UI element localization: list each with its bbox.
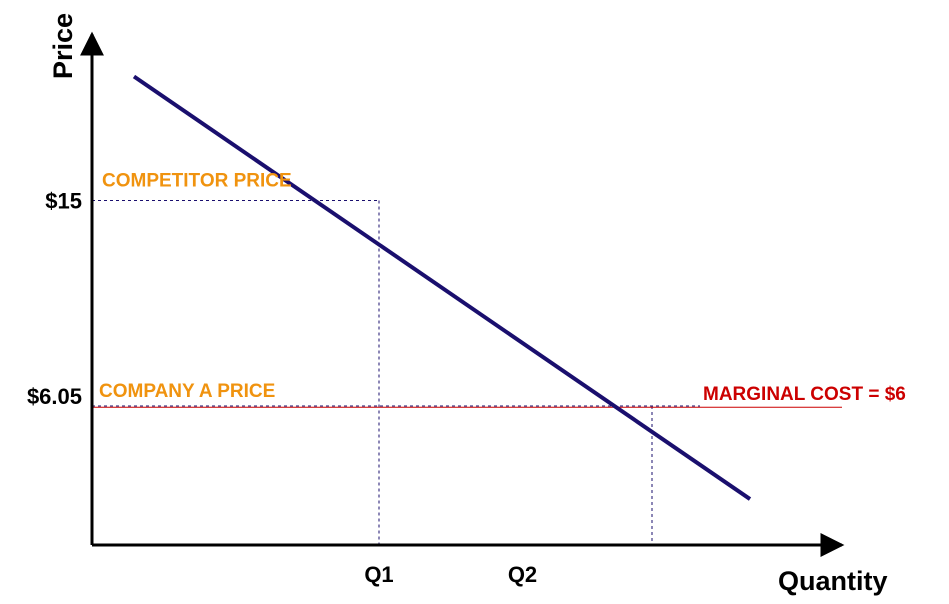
company-a-price-annotation: COMPANY A PRICE	[99, 381, 275, 402]
x-tick-label-q2: Q2	[508, 562, 537, 587]
y-tick-label-15: $15	[45, 189, 82, 214]
y-axis-title: Price	[48, 13, 78, 79]
competitor-price-annotation: COMPETITOR PRICE	[102, 171, 292, 192]
x-axis-title: Quantity	[778, 566, 888, 596]
x-tick-label-q1: Q1	[364, 562, 393, 587]
demand-curve-line	[132, 74, 752, 501]
y-tick-label-6-05: $6.05	[27, 384, 82, 409]
marginal-cost-annotation: MARGINAL COST = $6	[703, 384, 906, 405]
